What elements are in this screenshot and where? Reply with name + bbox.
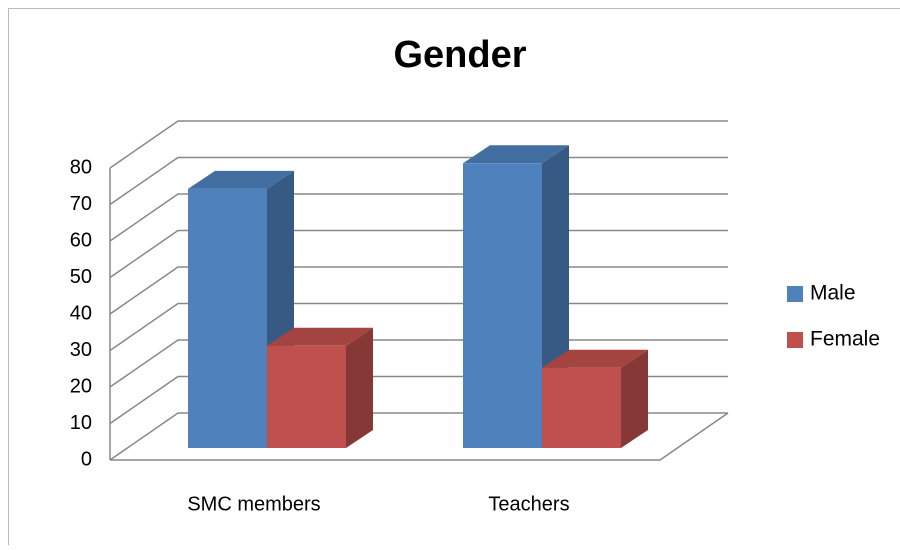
bar [542,368,621,448]
y-tick-label: 10 [70,412,92,434]
x-tick-label: SMC members [187,493,320,515]
legend-label: Female [810,328,880,351]
chart-title: Gender [393,34,526,76]
legend-swatch [787,286,803,302]
legend-swatch [787,332,803,348]
bar [267,346,346,448]
bar [463,163,542,448]
y-tick-label: 40 [70,302,92,324]
y-tick-label: 30 [70,339,92,361]
y-tick-label: 50 [70,266,92,288]
y-tick-label: 0 [81,448,92,470]
y-tick-label: 70 [70,193,92,215]
y-tick-label: 60 [70,229,92,251]
chart-frame [9,9,900,546]
bar [188,189,267,448]
y-tick-label: 80 [70,156,92,178]
bar-side [346,328,373,448]
legend-label: Male [810,282,856,305]
y-tick-label: 20 [70,375,92,397]
x-tick-label: Teachers [488,493,569,515]
